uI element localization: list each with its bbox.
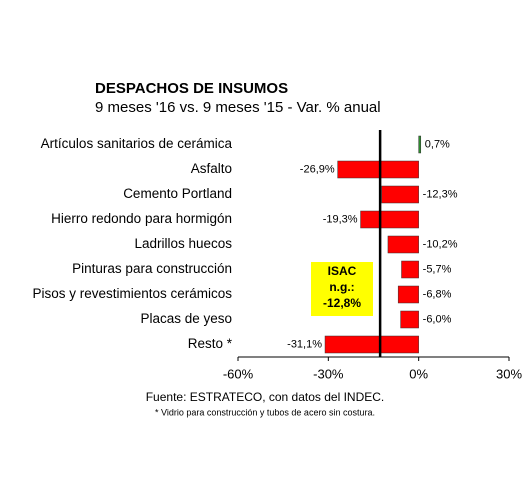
category-label: Hierro redondo para hormigón [51, 211, 232, 226]
value-label: -26,9% [300, 163, 335, 175]
value-label: -12,3% [423, 188, 458, 200]
bar [400, 310, 419, 329]
source: Fuente: ESTRATECO, con datos del INDEC. [146, 390, 385, 404]
footnote: * Vidrio para construcción y tubos de ac… [155, 407, 375, 417]
reference-label: n.g.: [329, 280, 354, 294]
bar [381, 185, 419, 204]
category-label: Cemento Portland [123, 186, 232, 201]
bar [360, 210, 419, 229]
bar [418, 135, 422, 154]
value-label: -19,3% [323, 213, 358, 225]
category-label: Placas de yeso [140, 311, 232, 326]
bar [401, 260, 419, 279]
bar [397, 285, 419, 304]
value-label: -6,0% [423, 313, 452, 325]
category-label: Asfalto [191, 161, 232, 176]
bar [387, 235, 419, 254]
category-label: Artículos sanitarios de cerámica [41, 136, 233, 151]
x-tick-label: -60% [223, 366, 254, 381]
value-label: -31,1% [287, 338, 322, 350]
reference-box [311, 262, 373, 316]
x-tick-label: -30% [313, 366, 344, 381]
x-tick-label: 0% [409, 366, 428, 381]
category-label: Resto * [188, 336, 233, 351]
chart-subtitle: 9 meses '16 vs. 9 meses '15 - Var. % anu… [95, 99, 381, 116]
bar [324, 335, 419, 354]
category-label: Pinturas para construcción [72, 261, 232, 276]
x-tick-label: 30% [496, 366, 522, 381]
category-label: Pisos y revestimientos cerámicos [32, 286, 232, 301]
reference-label: -12,8% [323, 296, 361, 310]
value-label: -5,7% [423, 263, 452, 275]
chart-title: DESPACHOS DE INSUMOS [95, 80, 288, 97]
bar [337, 160, 419, 179]
reference-label: ISAC [328, 264, 357, 278]
value-label: 0,7% [425, 138, 450, 150]
value-label: -10,2% [423, 238, 458, 250]
value-label: -6,8% [423, 288, 452, 300]
category-label: Ladrillos huecos [134, 236, 232, 251]
